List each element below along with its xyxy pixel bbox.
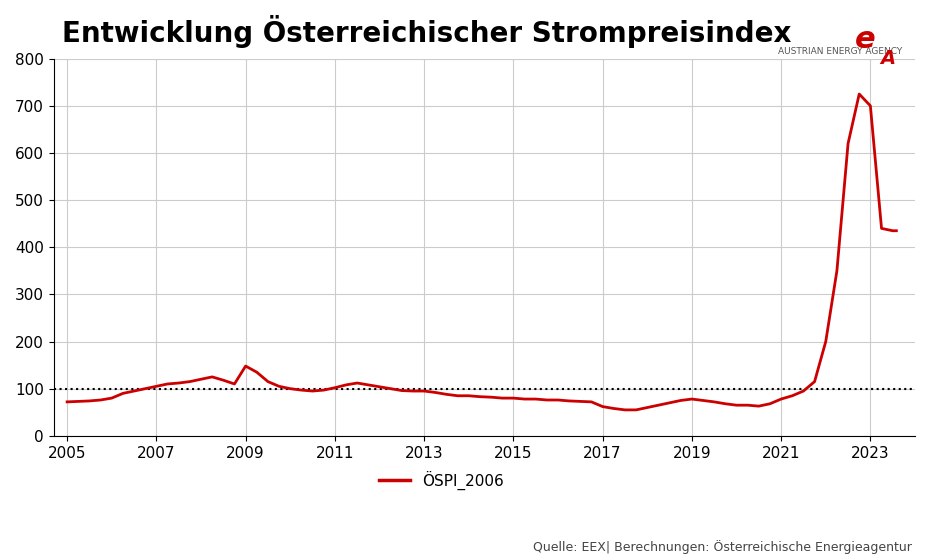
Text: Entwicklung Österreichischer Strompreisindex: Entwicklung Österreichischer Strompreisi…: [62, 15, 791, 48]
Text: e: e: [855, 25, 875, 54]
Legend: ÖSPI_2006: ÖSPI_2006: [373, 465, 510, 496]
Text: Quelle: EEX| Berechnungen: Österreichische Energieagentur: Quelle: EEX| Berechnungen: Österreichisc…: [533, 540, 911, 554]
Text: A: A: [881, 49, 896, 68]
Text: AUSTRIAN ENERGY AGENCY: AUSTRIAN ENERGY AGENCY: [777, 47, 902, 56]
